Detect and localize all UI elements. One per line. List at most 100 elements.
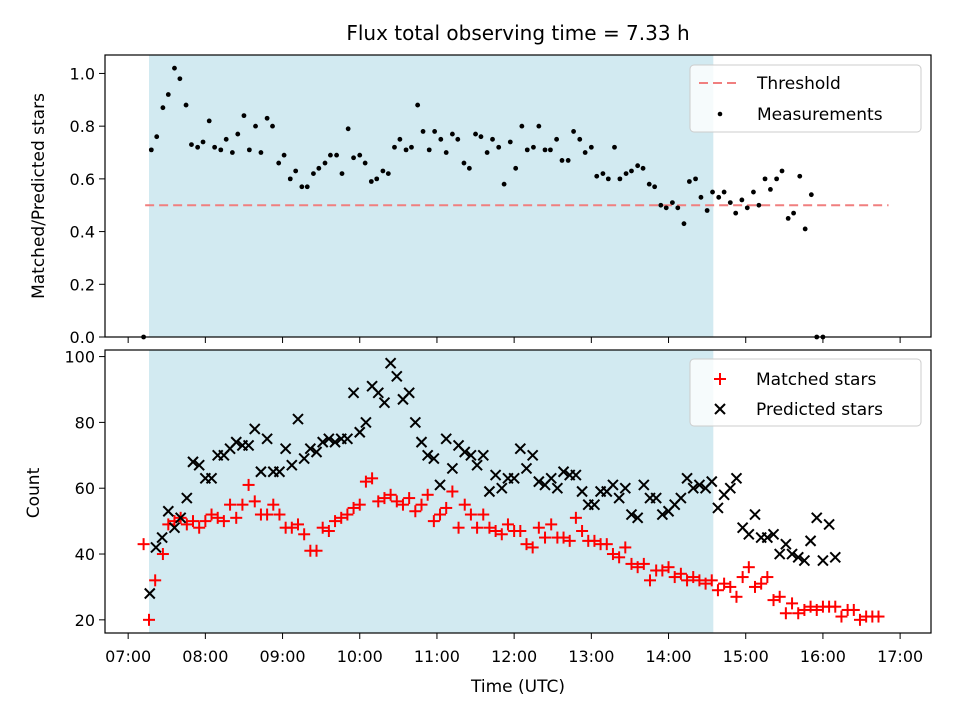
predicted-star-point <box>316 436 329 448</box>
matched-star-point <box>718 577 731 590</box>
matched-star-point <box>211 511 224 524</box>
predicted-star-stroke-b <box>168 521 181 534</box>
measurement-point <box>415 102 421 108</box>
measurement-point <box>246 147 252 153</box>
matched-star-point <box>804 600 817 613</box>
x-axis-label: Time (UTC) <box>470 677 565 697</box>
measurement-point <box>334 152 339 158</box>
measurement-point <box>501 181 507 187</box>
matched-star-point <box>396 498 409 511</box>
predicted-star-stroke-b <box>773 548 786 560</box>
measurement-point <box>663 205 669 211</box>
matched-star-point <box>631 561 644 574</box>
predicted-star-point <box>193 459 205 471</box>
measurement-point <box>693 176 698 182</box>
predicted-star-point <box>415 436 428 448</box>
predicted-star-stroke-b <box>354 426 366 438</box>
predicted-star-point <box>230 436 242 448</box>
matched-star-point <box>483 521 496 534</box>
predicted-star-stroke-b <box>415 436 428 448</box>
top-legend-box <box>689 64 922 133</box>
predicted-star-point <box>811 512 823 524</box>
measurement-point <box>571 129 576 134</box>
predicted-star-point <box>526 449 539 462</box>
matched-star-point <box>563 534 576 547</box>
predicted-star-stroke-b <box>712 502 724 514</box>
measurement-point <box>368 179 374 184</box>
measurement-point <box>548 147 553 153</box>
measurement-point <box>183 102 189 108</box>
matched-star-point <box>539 531 552 544</box>
top-panel: Flux total observing time = 7.33 h 0.00.… <box>29 21 932 347</box>
predicted-star-point <box>557 466 570 478</box>
matched-star-point <box>501 518 514 531</box>
bottom-x-tick-label: 11:00 <box>414 647 460 666</box>
predicted-star-stroke-b <box>360 416 372 429</box>
bottom-x-tick-label: 14:00 <box>645 647 691 666</box>
predicted-star-stroke-b <box>551 482 564 494</box>
measurement-point <box>802 226 808 232</box>
predicted-star-stroke-b <box>440 433 452 445</box>
predicted-star-stroke-b <box>304 443 317 455</box>
predicted-star-point <box>298 452 310 465</box>
predicted-star-point <box>162 505 175 517</box>
predicted-star-stroke-b <box>409 416 422 429</box>
predicted-star-point <box>434 479 446 491</box>
predicted-star-point <box>730 472 743 485</box>
predicted-star-stroke-b <box>384 357 397 369</box>
predicted-star-stroke-b <box>767 528 780 540</box>
predicted-star-point <box>631 512 644 524</box>
predicted-star-point <box>650 492 662 504</box>
measurement-point <box>223 136 229 142</box>
matched-star-point <box>298 528 311 541</box>
matched-star-point <box>755 577 768 590</box>
matched-star-point <box>149 574 162 587</box>
predicted-star-stroke-b <box>193 459 205 471</box>
predicted-star-point <box>638 479 650 491</box>
matched-star-point <box>742 561 755 574</box>
matched-star-point <box>199 515 212 528</box>
predicted-star-point <box>533 475 545 488</box>
matched-star-point <box>656 564 669 577</box>
matched-star-point <box>748 580 761 593</box>
predicted-star-stroke-b <box>489 469 502 481</box>
measurement-point <box>600 171 606 176</box>
matched-star-point <box>489 524 502 537</box>
matched-star-point <box>779 607 792 620</box>
predicted-star-point <box>205 472 218 485</box>
matched-star-point <box>724 580 737 593</box>
bottom-x-tick-label: 08:00 <box>182 647 228 666</box>
predicted-star-point <box>712 502 724 514</box>
measurement-point <box>640 165 646 171</box>
predicted-star-point <box>378 396 391 409</box>
bottom-legend-box <box>689 358 922 427</box>
measurement-point <box>756 202 762 208</box>
predicted-star-point <box>773 548 786 560</box>
predicted-star-stroke-b <box>255 466 267 478</box>
bottom-y-axis-ticks: 20 40 60 80 100 <box>64 348 105 630</box>
predicted-star-point <box>613 492 625 504</box>
predicted-star-point <box>384 357 397 369</box>
bottom-x-tick-label: 15:00 <box>723 647 769 666</box>
predicted-star-stroke-b <box>613 492 625 504</box>
predicted-star-point <box>286 459 298 471</box>
predicted-star-point <box>792 551 804 564</box>
predicted-star-point <box>576 485 588 498</box>
measurement-point <box>808 192 814 198</box>
matched-star-point <box>452 521 465 534</box>
matched-star-point <box>434 508 447 521</box>
measurement-point <box>629 168 634 174</box>
measurement-point <box>172 65 177 71</box>
measurement-point <box>704 208 710 213</box>
predicted-star-point <box>261 433 273 445</box>
measurement-point <box>675 205 681 211</box>
matched-star-point <box>637 557 650 570</box>
predicted-star-stroke-b <box>736 521 749 534</box>
predicted-star-point <box>520 462 533 475</box>
measurement-point <box>698 194 704 200</box>
predicted-star-point <box>440 433 452 445</box>
predicted-star-stroke-b <box>452 439 465 452</box>
matched-star-point <box>329 515 342 528</box>
predicted-star-point <box>761 531 774 544</box>
predicted-star-point <box>625 508 638 521</box>
